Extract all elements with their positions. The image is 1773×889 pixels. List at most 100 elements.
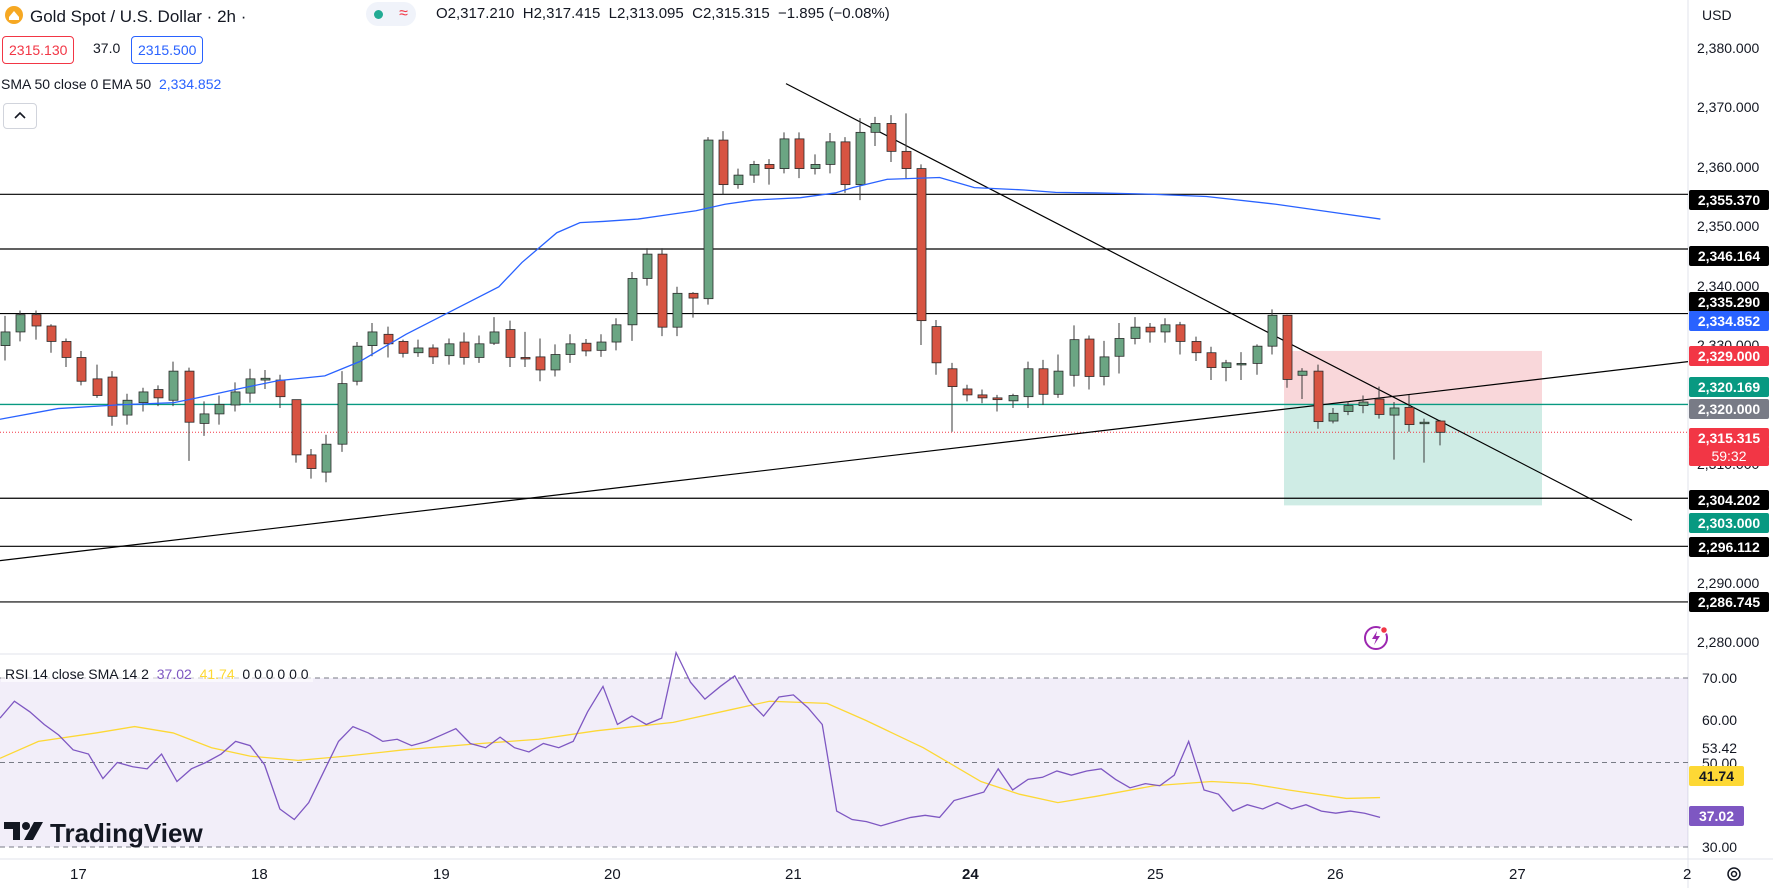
time-tick-label: 24 xyxy=(962,866,979,883)
candle-body xyxy=(794,138,805,169)
candle-body xyxy=(489,331,500,344)
time-tick-label: 19 xyxy=(433,866,450,883)
candle-body xyxy=(1023,368,1034,398)
bearish-candle xyxy=(76,350,87,386)
rsi-legend[interactable]: RSI 14 close SMA 14 2 37.02 41.74 0 0 0 … xyxy=(1,666,313,682)
bullish-candle xyxy=(611,318,622,351)
bullish-candle xyxy=(1053,354,1064,398)
candle-body xyxy=(1297,370,1308,376)
bearish-candle xyxy=(61,338,72,367)
chevron-up-icon xyxy=(13,107,27,125)
candle-body xyxy=(1206,352,1217,368)
candle-body xyxy=(153,389,164,399)
bullish-candle xyxy=(565,334,576,363)
candle-body xyxy=(1038,368,1049,395)
candle-body xyxy=(565,343,576,355)
bearish-candle xyxy=(931,320,942,375)
bearish-candle xyxy=(428,344,439,365)
candle-body xyxy=(1404,406,1415,425)
bullish-candle xyxy=(489,317,500,345)
candle-body xyxy=(870,123,881,133)
price-level-badge: 2,320.169 xyxy=(1689,377,1769,397)
time-tick-label: 18 xyxy=(251,866,268,883)
candle-body xyxy=(444,343,455,357)
bullish-candle xyxy=(1297,368,1308,400)
candle-body xyxy=(474,343,485,358)
bullish-candle xyxy=(825,132,836,174)
bullish-candle xyxy=(199,401,210,436)
bullish-candle xyxy=(0,315,11,361)
bullish-candle xyxy=(703,137,714,305)
bullish-candle xyxy=(870,116,881,147)
bullish-candle xyxy=(810,154,821,175)
ma-legend[interactable]: SMA 50 close 0 EMA 50 2,334.852 xyxy=(1,76,222,92)
bullish-candle xyxy=(596,334,607,357)
candle-body xyxy=(1389,407,1400,416)
collapse-legend-button[interactable] xyxy=(3,103,37,129)
rsi-sma-line xyxy=(0,700,1381,804)
price-level-badge: 2,296.112 xyxy=(1689,537,1769,557)
candle-body xyxy=(184,370,195,423)
buy-price-button[interactable]: 2315.500 xyxy=(131,36,204,64)
currency-selector[interactable]: USD xyxy=(1702,7,1732,23)
bearish-candle xyxy=(1191,336,1202,362)
candle-body xyxy=(306,454,317,469)
bearish-candle xyxy=(1084,335,1095,390)
candle-body xyxy=(688,292,699,299)
candle-body xyxy=(779,138,790,169)
bearish-candle xyxy=(886,115,897,163)
candle-body xyxy=(596,341,607,351)
bearish-candle xyxy=(291,399,302,463)
bullish-candle xyxy=(337,371,348,452)
bullish-candle xyxy=(444,338,455,365)
candle-body xyxy=(1053,370,1064,395)
rsi-value-badge: 41.74 xyxy=(1689,766,1744,786)
bullish-candle xyxy=(1023,361,1034,408)
candle-body xyxy=(855,131,866,186)
bearish-candle xyxy=(947,362,958,432)
bullish-candle xyxy=(214,395,225,425)
symbol-title[interactable]: Gold Spot / U.S. Dollar · 2h · xyxy=(30,7,247,26)
time-tick-label: 27 xyxy=(1509,866,1526,883)
candle-body xyxy=(138,391,149,404)
candle-body xyxy=(672,292,683,328)
bullish-candle xyxy=(168,361,179,407)
candle-body xyxy=(107,376,118,417)
candle-body xyxy=(1374,398,1385,415)
candle-body xyxy=(1358,401,1369,406)
candle-body xyxy=(703,139,714,300)
bullish-candle xyxy=(260,369,271,389)
bearish-candle xyxy=(306,448,317,479)
market-open-dot-icon xyxy=(374,9,384,19)
price-level-badge: 2,304.202 xyxy=(1689,490,1769,510)
candle-body xyxy=(718,139,729,186)
candle-body xyxy=(199,413,210,424)
candle-body xyxy=(1343,405,1354,412)
rsi-tick-label: 70.00 xyxy=(1702,670,1738,686)
settings-gear-icon[interactable] xyxy=(1724,864,1744,889)
time-tick-label: 21 xyxy=(785,866,802,883)
bearish-candle xyxy=(581,339,592,357)
sell-price-button[interactable]: 2315.130 xyxy=(2,36,75,64)
candle-body xyxy=(291,399,302,456)
bullish-candle xyxy=(1267,309,1278,355)
bearish-candle xyxy=(398,339,409,358)
candle-body xyxy=(76,357,87,382)
time-tick-label: 25 xyxy=(1147,866,1164,883)
bullish-candle xyxy=(1389,402,1400,460)
candle-body xyxy=(1252,345,1263,364)
symbol-header[interactable]: Gold Spot / U.S. Dollar · 2h · xyxy=(4,5,246,29)
price-level-badge: 2,355.370 xyxy=(1689,190,1769,210)
candle-body xyxy=(581,342,592,352)
ema-50-line xyxy=(0,176,1381,420)
rsi-line xyxy=(0,650,1381,827)
lightning-icon[interactable] xyxy=(1364,624,1392,657)
bearish-candle xyxy=(1435,419,1446,446)
market-status[interactable]: ≈ xyxy=(366,2,416,26)
candle-body xyxy=(1160,324,1171,333)
candle-body xyxy=(611,324,622,343)
bullish-candle xyxy=(474,335,485,363)
candle-body xyxy=(168,370,179,401)
candle-body xyxy=(886,123,897,152)
